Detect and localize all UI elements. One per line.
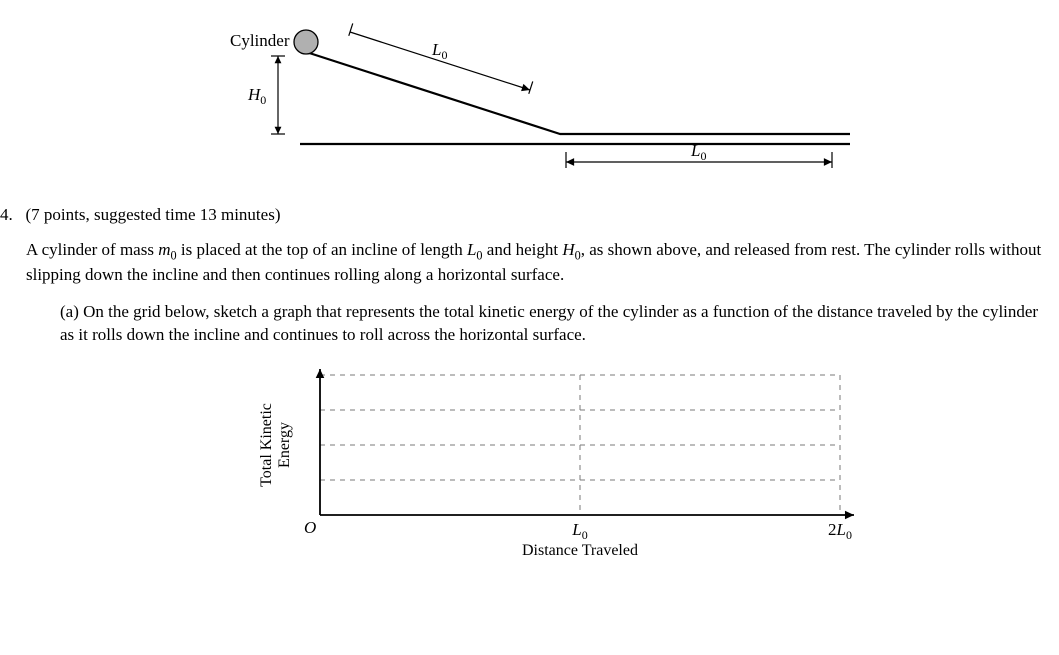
svg-text:Energy: Energy [276,422,293,468]
H-var: H [562,240,574,259]
chart-figure: O L0 2L0 Distance Traveled Total KineticEner… [230,365,1049,580]
L-var: L [467,240,476,259]
svg-text:L0: L0 [571,520,587,542]
qtext-mid1: is placed at the top of an incline of le… [177,240,467,259]
svg-text:Cylinder: Cylinder [230,31,290,50]
part-a-body: On the grid below, sketch a graph that r… [60,302,1038,344]
incline-svg: CylinderH0L0L0 [200,20,860,180]
question-number: 4. [0,205,13,224]
svg-text:H0: H0 [247,85,266,107]
svg-text:Total Kinetic: Total Kinetic [258,403,275,487]
question-header: 4. (7 points, suggested time 13 minutes) [0,205,1049,225]
question-points: (7 points, suggested time 13 minutes) [26,205,281,224]
svg-text:L0: L0 [431,40,447,62]
qtext-pre: A cylinder of mass [26,240,158,259]
qtext-mid2: and height [483,240,563,259]
svg-text:Distance Traveled: Distance Traveled [522,542,638,559]
m-var: m [158,240,170,259]
svg-text:O: O [304,518,316,537]
part-a-label: (a) [60,302,79,321]
part-a-text: (a) On the grid below, sketch a graph th… [60,301,1045,347]
svg-text:2L0: 2L0 [828,520,852,542]
question-text: A cylinder of mass m0 is placed at the t… [26,239,1049,287]
incline-figure: CylinderH0L0L0 [200,20,1049,185]
chart-svg: O L0 2L0 Distance Traveled Total KineticEner… [230,365,890,575]
